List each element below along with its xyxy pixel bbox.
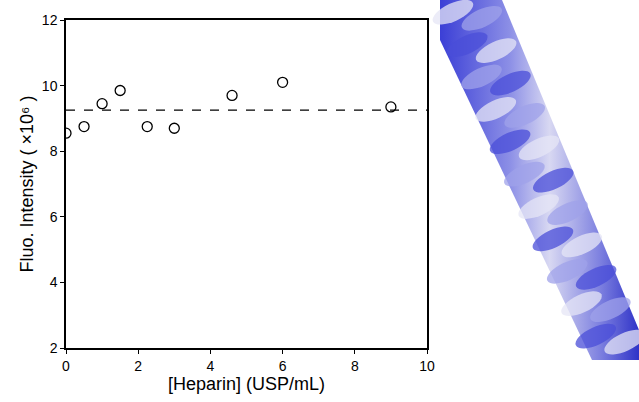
svg-text:2: 2 (134, 358, 142, 374)
svg-text:4: 4 (207, 358, 215, 374)
svg-text:4: 4 (50, 274, 58, 290)
svg-text:8: 8 (351, 358, 359, 374)
svg-text:Fluo. Intensity ( ×10⁶ ): Fluo. Intensity ( ×10⁶ ) (17, 96, 37, 273)
svg-text:6: 6 (50, 209, 58, 225)
svg-text:8: 8 (50, 143, 58, 159)
svg-text:10: 10 (42, 78, 58, 94)
svg-text:10: 10 (419, 358, 435, 374)
svg-text:6: 6 (279, 358, 287, 374)
svg-text:0: 0 (62, 358, 70, 374)
svg-text:[Heparin] (USP/mL): [Heparin] (USP/mL) (168, 374, 325, 394)
svg-text:2: 2 (50, 340, 58, 356)
svg-text:12: 12 (42, 12, 58, 28)
